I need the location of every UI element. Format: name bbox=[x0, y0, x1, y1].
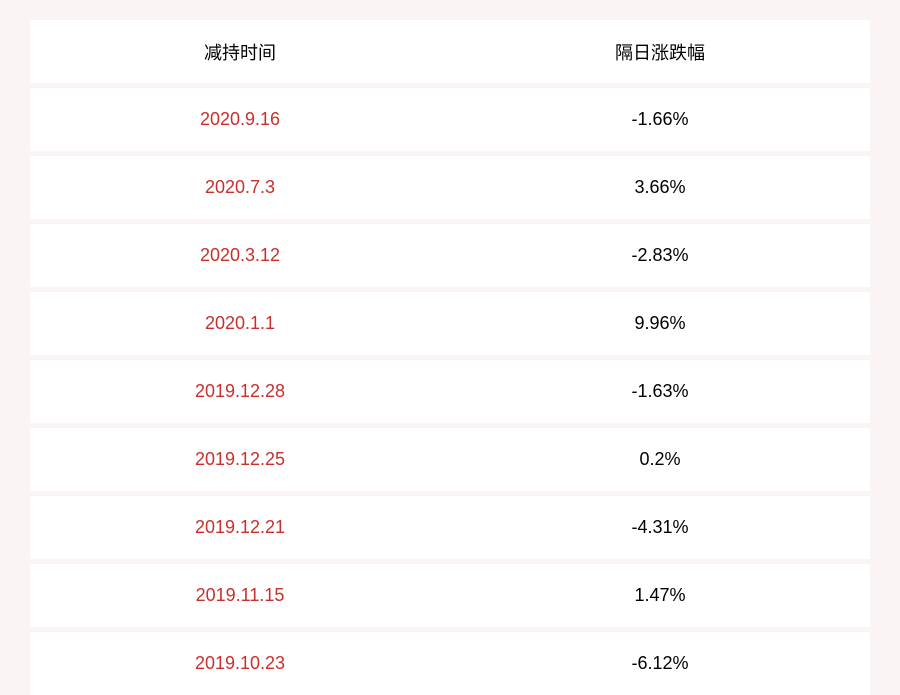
table-row: 2020.1.1 9.96% bbox=[30, 292, 870, 355]
date-cell: 2019.11.15 bbox=[30, 585, 450, 606]
value-cell: -4.31% bbox=[450, 517, 870, 538]
table-header-row: 减持时间 隔日涨跌幅 bbox=[30, 20, 870, 83]
value-cell: 1.47% bbox=[450, 585, 870, 606]
data-table: 减持时间 隔日涨跌幅 2020.9.16 -1.66% 2020.7.3 3.6… bbox=[30, 20, 870, 695]
table-row: 2020.9.16 -1.66% bbox=[30, 88, 870, 151]
header-col-date: 减持时间 bbox=[30, 39, 450, 65]
table-row: 2019.12.28 -1.63% bbox=[30, 360, 870, 423]
value-cell: -2.83% bbox=[450, 245, 870, 266]
date-cell: 2019.12.25 bbox=[30, 449, 450, 470]
table-row: 2020.3.12 -2.83% bbox=[30, 224, 870, 287]
value-cell: -6.12% bbox=[450, 653, 870, 674]
date-cell: 2019.12.28 bbox=[30, 381, 450, 402]
table-row: 2019.10.23 -6.12% bbox=[30, 632, 870, 695]
value-cell: 3.66% bbox=[450, 177, 870, 198]
table-row: 2020.7.3 3.66% bbox=[30, 156, 870, 219]
value-cell: -1.63% bbox=[450, 381, 870, 402]
value-cell: 9.96% bbox=[450, 313, 870, 334]
table-row: 2019.12.21 -4.31% bbox=[30, 496, 870, 559]
table-row: 2019.11.15 1.47% bbox=[30, 564, 870, 627]
date-cell: 2020.3.12 bbox=[30, 245, 450, 266]
header-col-change: 隔日涨跌幅 bbox=[450, 39, 870, 65]
date-cell: 2020.9.16 bbox=[30, 109, 450, 130]
date-cell: 2020.1.1 bbox=[30, 313, 450, 334]
date-cell: 2020.7.3 bbox=[30, 177, 450, 198]
value-cell: -1.66% bbox=[450, 109, 870, 130]
table-row: 2019.12.25 0.2% bbox=[30, 428, 870, 491]
date-cell: 2019.12.21 bbox=[30, 517, 450, 538]
value-cell: 0.2% bbox=[450, 449, 870, 470]
date-cell: 2019.10.23 bbox=[30, 653, 450, 674]
